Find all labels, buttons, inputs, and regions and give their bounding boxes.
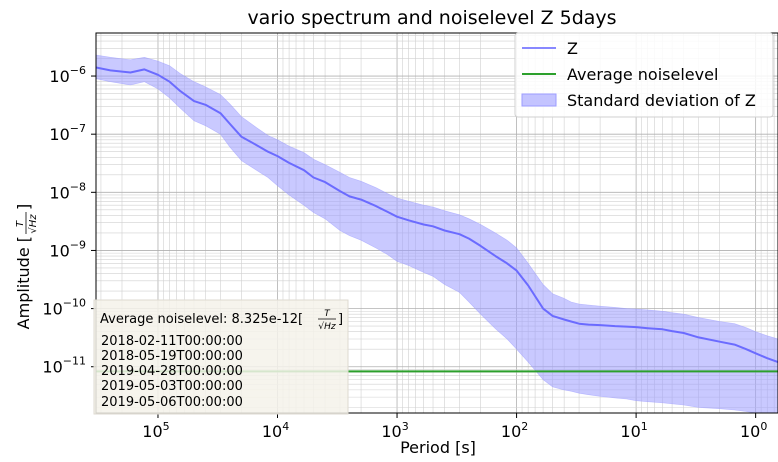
tick-layer: 105 104 103 102 101 100 10−6 10−7 10−8 10−9 10−10 1…: [42, 64, 767, 441]
y-axis-label: Amplitude [ T √Hz ]: [14, 204, 39, 330]
noise-annotation-box: Average noiselevel: 8.325e-12[ T √Hz ] 2…: [93, 299, 349, 415]
legend-swatch-std: [521, 93, 557, 107]
legend: Z Average noiselevel Standard deviation …: [514, 32, 774, 118]
x-tick-label: 104: [262, 420, 289, 441]
y-axis-label-suffix: ]: [14, 204, 33, 210]
annotation-unit-numerator: T: [324, 309, 331, 319]
y-tick-label: 10−7: [49, 122, 86, 144]
x-tick-label: 100: [740, 420, 767, 441]
std-deviation-band: [96, 54, 778, 413]
annotation-date-1: 2018-02-11T00:00:00: [101, 334, 243, 349]
annotation-noise-text: Average noiselevel: 8.325e-12[: [100, 312, 303, 327]
y-axis-label-prefix: Amplitude [: [14, 236, 33, 329]
std-band-layer: [96, 54, 778, 413]
x-tick-label: 102: [501, 420, 528, 441]
x-tick-label: 105: [142, 420, 169, 441]
x-axis-label-text: Period [s]: [400, 438, 476, 457]
y-tick-label: 10−10: [42, 297, 86, 319]
series-line-z: [96, 66, 778, 364]
annotation-date-4: 2019-05-03T00:00:00: [101, 379, 243, 394]
plot-frame: [95, 32, 778, 414]
annotation-close-bracket: ]: [338, 312, 343, 327]
y-tick-label: 10−11: [42, 355, 86, 377]
legend-label-noise: Average noiselevel: [567, 65, 718, 84]
chart-title: vario spectrum and noiselevel Z 5days: [247, 7, 616, 29]
annotation-background: [93, 299, 349, 415]
annotation-date-3: 2019-04-28T00:00:00: [101, 364, 243, 379]
annotation-date-5: 2019-05-06T00:00:00: [101, 395, 243, 410]
y-axis-label-numerator: T: [15, 220, 26, 227]
y-tick-label: 10−9: [49, 238, 86, 260]
y-tick-label: 10−8: [49, 180, 86, 202]
x-tick-label: 103: [381, 420, 408, 441]
legend-label-z: Z: [567, 39, 578, 58]
annotation-unit-denominator: √Hz: [318, 321, 336, 332]
annotation-date-2: 2018-05-19T00:00:00: [101, 349, 243, 364]
y-tick-label: 10−6: [49, 64, 86, 86]
x-tick-label: 101: [620, 420, 647, 441]
legend-box: [514, 32, 774, 118]
legend-label-std: Standard deviation of Z: [567, 91, 756, 110]
y-axis-label-denominator: √Hz: [28, 214, 39, 234]
